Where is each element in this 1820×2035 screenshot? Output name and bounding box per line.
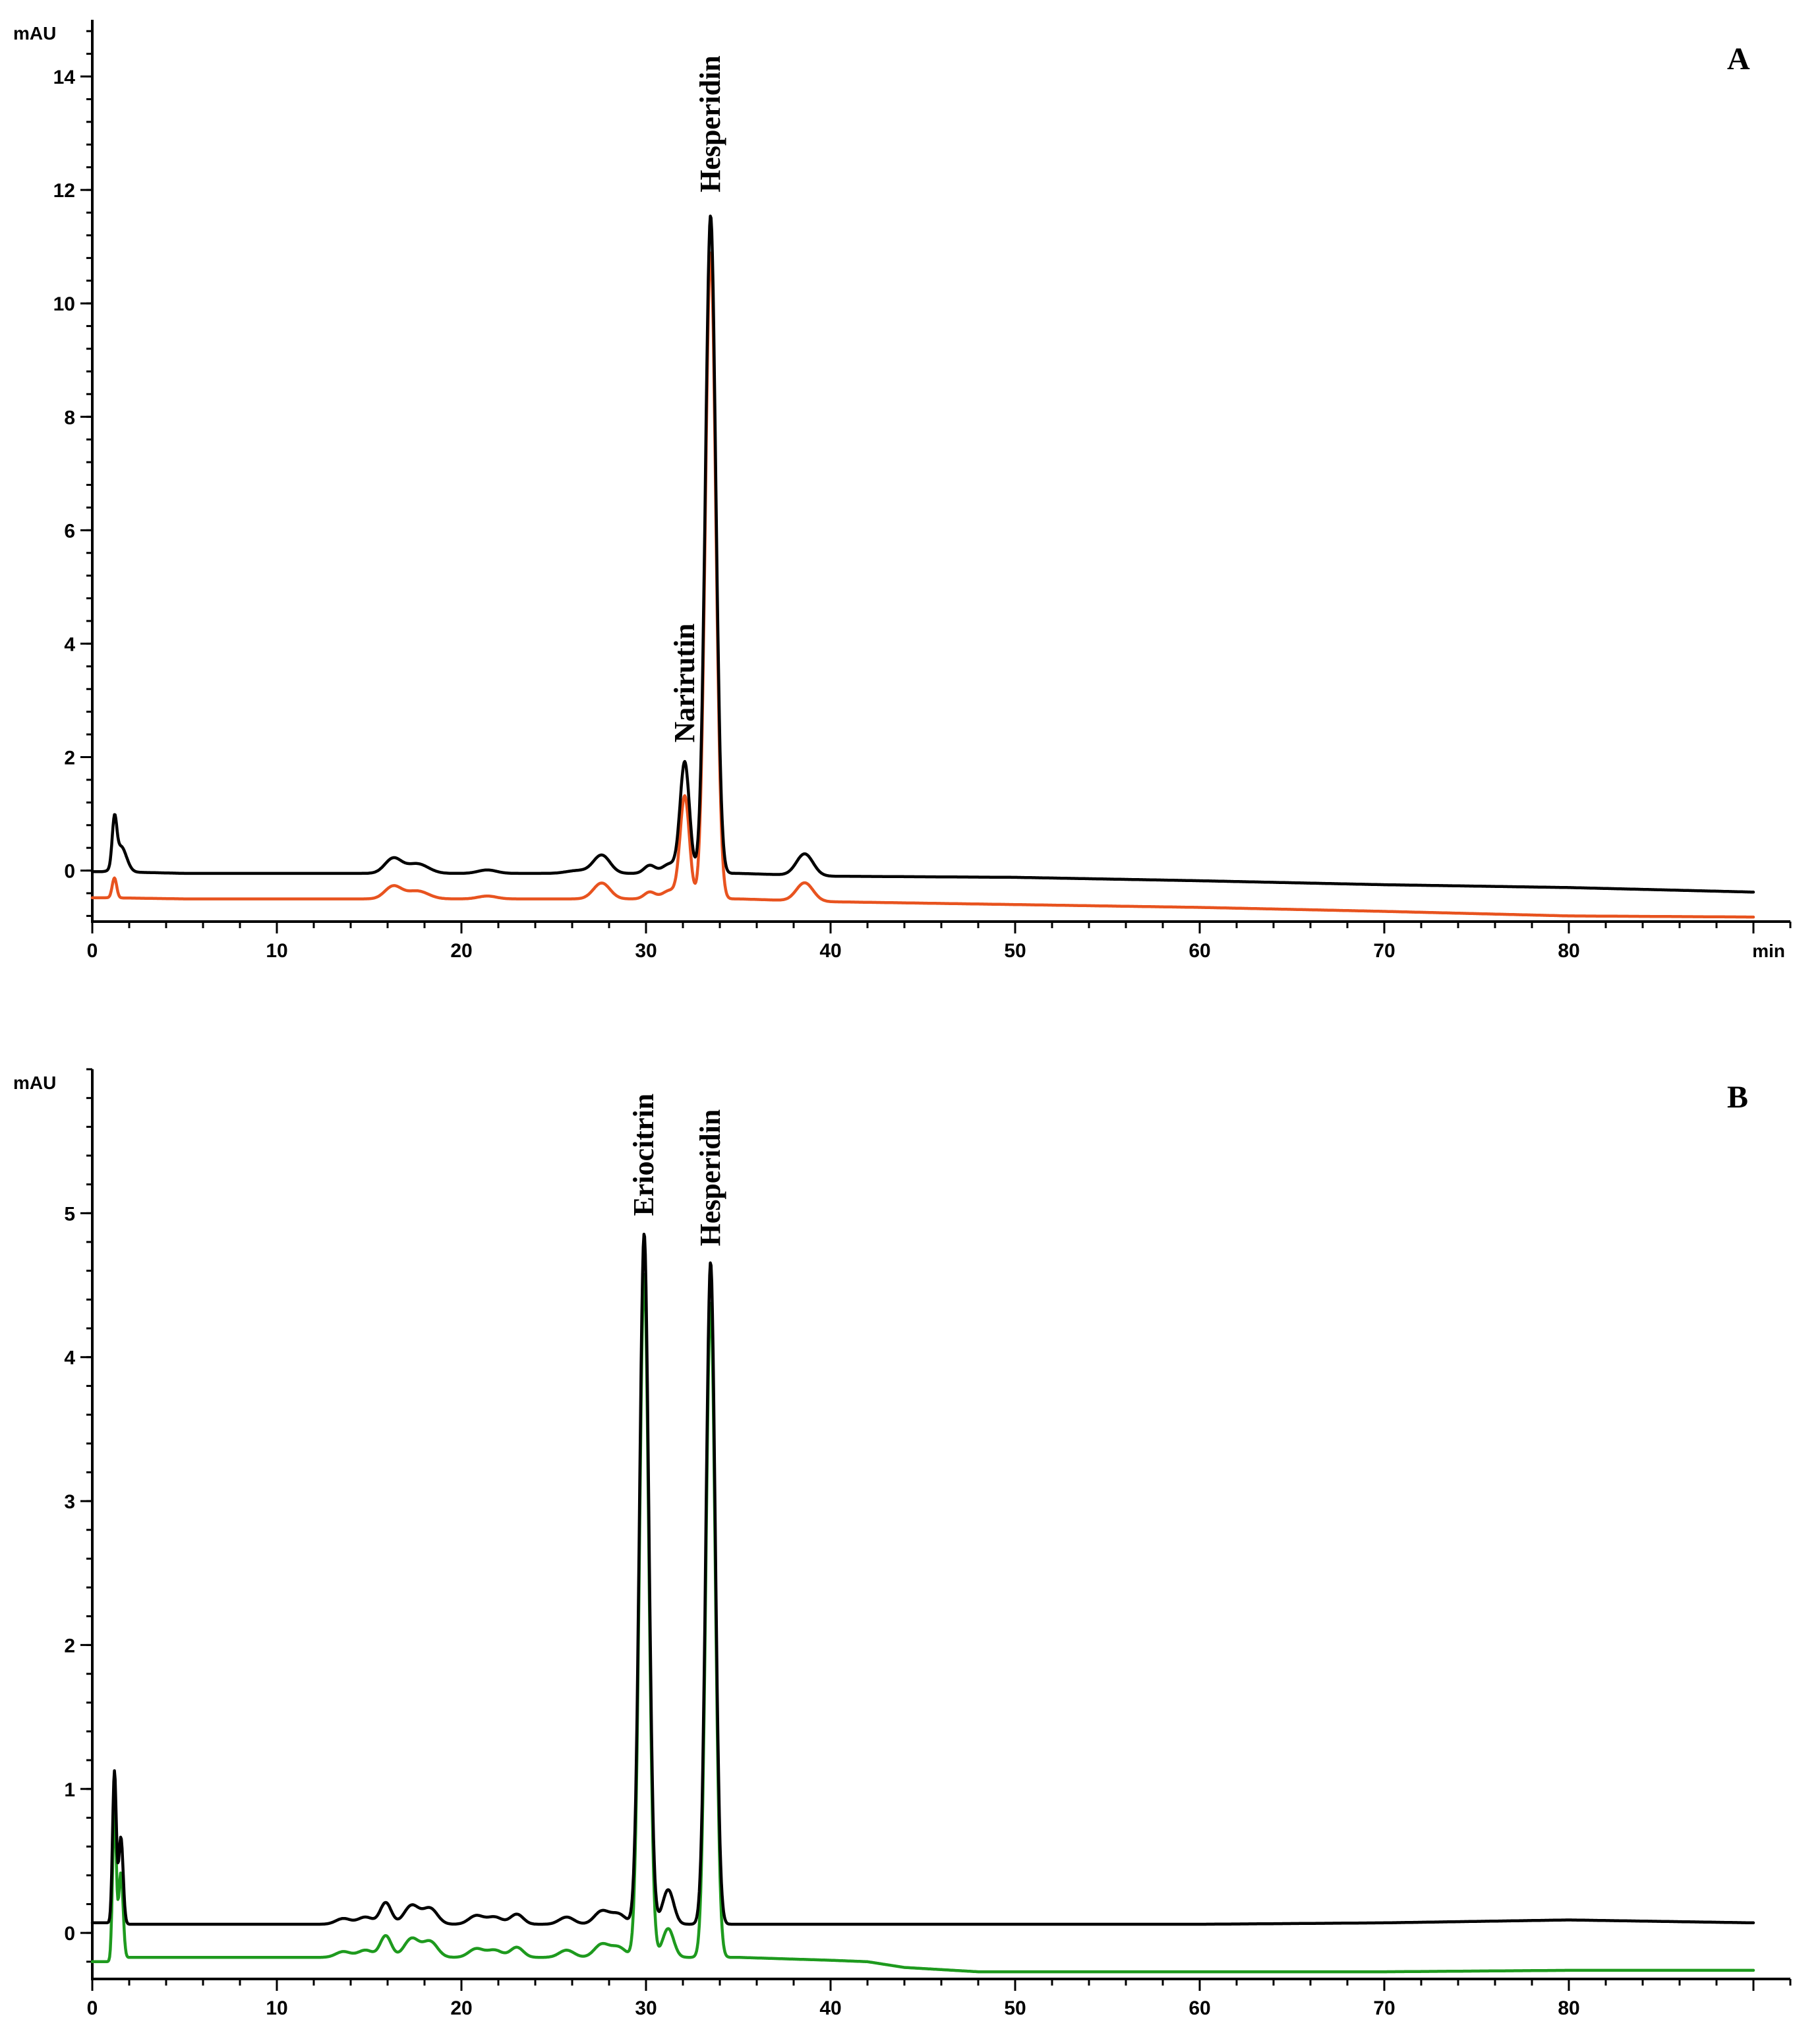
x-tick-label: 50: [1004, 1997, 1026, 2019]
x-tick-label: 60: [1189, 940, 1210, 962]
x-tick-label: 40: [819, 940, 841, 962]
y-tick-label: 3: [64, 1491, 75, 1513]
x-tick-label: 60: [1189, 1997, 1210, 2019]
chromatogram-trace: [90, 1232, 1755, 1926]
panel-b-traces: [90, 1232, 1755, 1974]
y-tick-label: 0: [64, 861, 75, 883]
y-tick-label: 14: [53, 67, 76, 88]
x-tick-label: 80: [1558, 940, 1579, 962]
x-tick-label: 0: [87, 1997, 98, 2019]
panel-a-axes: [91, 20, 1790, 923]
y-tick-label: 4: [64, 1347, 75, 1369]
panel-b-label: B: [1727, 1080, 1748, 1115]
panel-b-axes: [91, 1069, 1790, 1980]
panel-a-x-axis-unit: min: [1752, 941, 1785, 961]
x-tick-label: 0: [87, 940, 98, 962]
x-tick-label: 70: [1373, 940, 1395, 962]
chromatogram-trace: [90, 251, 1755, 919]
y-tick-label: 2: [64, 1635, 75, 1657]
peak-label: Hesperidin: [694, 1109, 726, 1247]
y-tick-label: 6: [64, 520, 75, 542]
peak-label: Eriocitrin: [628, 1094, 660, 1216]
x-tick-label: 10: [266, 940, 287, 962]
x-tick-label: 70: [1373, 1997, 1395, 2019]
panel-b-y-axis-unit: mAU: [13, 1073, 56, 1093]
chromatogram-panel-a: 0 2 4 6 8 10 12 14 0 10 20 30 40 50 60 70 80 Narirutin He…: [13, 20, 1792, 962]
y-tick-label: 12: [53, 180, 75, 202]
y-tick-label: 0: [64, 1923, 75, 1945]
x-tick-label: 30: [635, 1997, 657, 2019]
y-tick-label: 10: [53, 293, 75, 315]
x-tick-label: 50: [1004, 940, 1026, 962]
x-tick-label: 80: [1558, 1997, 1579, 2019]
panel-a-label: A: [1727, 42, 1750, 76]
y-tick-label: 8: [64, 407, 75, 428]
peak-label: Hesperidin: [694, 55, 726, 192]
y-tick-label: 5: [64, 1203, 75, 1225]
x-tick-label: 10: [266, 1997, 287, 2019]
y-tick-label: 4: [64, 634, 75, 655]
chromatogram-trace: [90, 1273, 1755, 1974]
peak-label: Narirutin: [668, 624, 701, 743]
y-tick-label: 1: [64, 1779, 75, 1801]
x-tick-label: 20: [450, 1997, 472, 2019]
x-tick-label: 30: [635, 940, 657, 962]
x-tick-label: 40: [819, 1997, 841, 2019]
panel-a-ticks: 0 2 4 6 8 10 12 14 0 10 20 30 40 50 60 70 80: [53, 30, 1792, 962]
y-tick-label: 2: [64, 747, 75, 769]
panel-b-peak-labels: Eriocitrin Hesperidin: [628, 1094, 726, 1247]
x-tick-label: 20: [450, 940, 472, 962]
panel-a-peak-labels: Narirutin Hesperidin: [668, 55, 726, 742]
chromatogram-trace: [90, 214, 1755, 894]
panel-a-traces: [90, 214, 1755, 919]
panel-a-y-axis-unit: mAU: [13, 23, 56, 44]
